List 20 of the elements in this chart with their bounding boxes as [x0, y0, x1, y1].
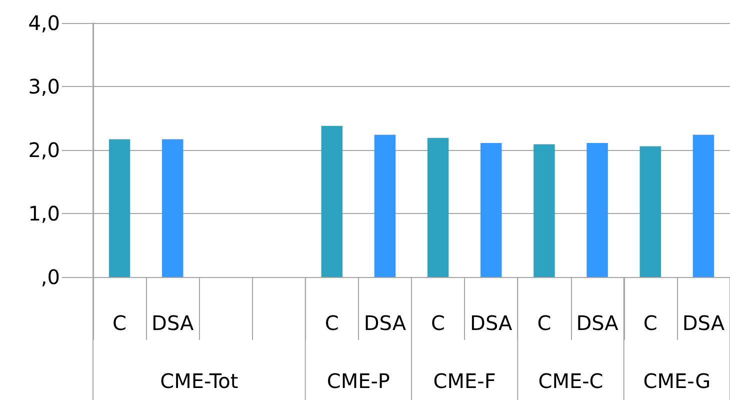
text: CME-P	[326, 369, 390, 393]
x-tick-label: C	[643, 311, 658, 335]
text: CME-C	[538, 369, 604, 393]
x-tick-label: C	[537, 311, 552, 335]
x-tick-label: C	[112, 311, 127, 335]
y-tick-label: ,0	[40, 265, 60, 289]
y-tick-label: 1,0	[28, 202, 60, 226]
y-tick-label: 4,0	[28, 11, 60, 35]
text: CME-G	[643, 369, 711, 393]
text: CME-Tot	[160, 369, 238, 393]
x-tick-label: DSA	[682, 311, 725, 335]
x-tick-label: C	[324, 311, 339, 335]
x-tick-label: C	[431, 311, 446, 335]
y-tick-label: 3,0	[28, 74, 60, 98]
x-tick-label: DSA	[152, 311, 194, 335]
text: CME-F	[433, 369, 496, 393]
x-tick-label: DSA	[470, 311, 513, 335]
x-tick-label: DSA	[364, 311, 406, 335]
y-tick-label: 2,0	[28, 138, 60, 162]
x-tick-label: DSA	[576, 311, 619, 335]
